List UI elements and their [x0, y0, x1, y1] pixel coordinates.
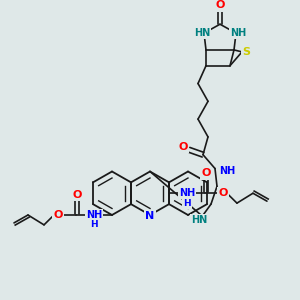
Text: HN: HN [194, 28, 210, 38]
Text: N: N [146, 211, 154, 221]
Text: NH: NH [230, 28, 246, 38]
Text: NH: NH [86, 210, 102, 220]
Text: O: O [178, 142, 188, 152]
Text: S: S [242, 47, 250, 57]
Text: H: H [183, 199, 191, 208]
Text: H: H [90, 220, 98, 230]
Text: NH: NH [219, 166, 235, 176]
Text: O: O [72, 190, 82, 200]
Text: O: O [218, 188, 228, 198]
Text: NH: NH [179, 188, 195, 198]
Text: O: O [201, 169, 211, 178]
Text: O: O [215, 0, 225, 11]
Text: O: O [53, 210, 63, 220]
Text: HN: HN [191, 215, 207, 225]
